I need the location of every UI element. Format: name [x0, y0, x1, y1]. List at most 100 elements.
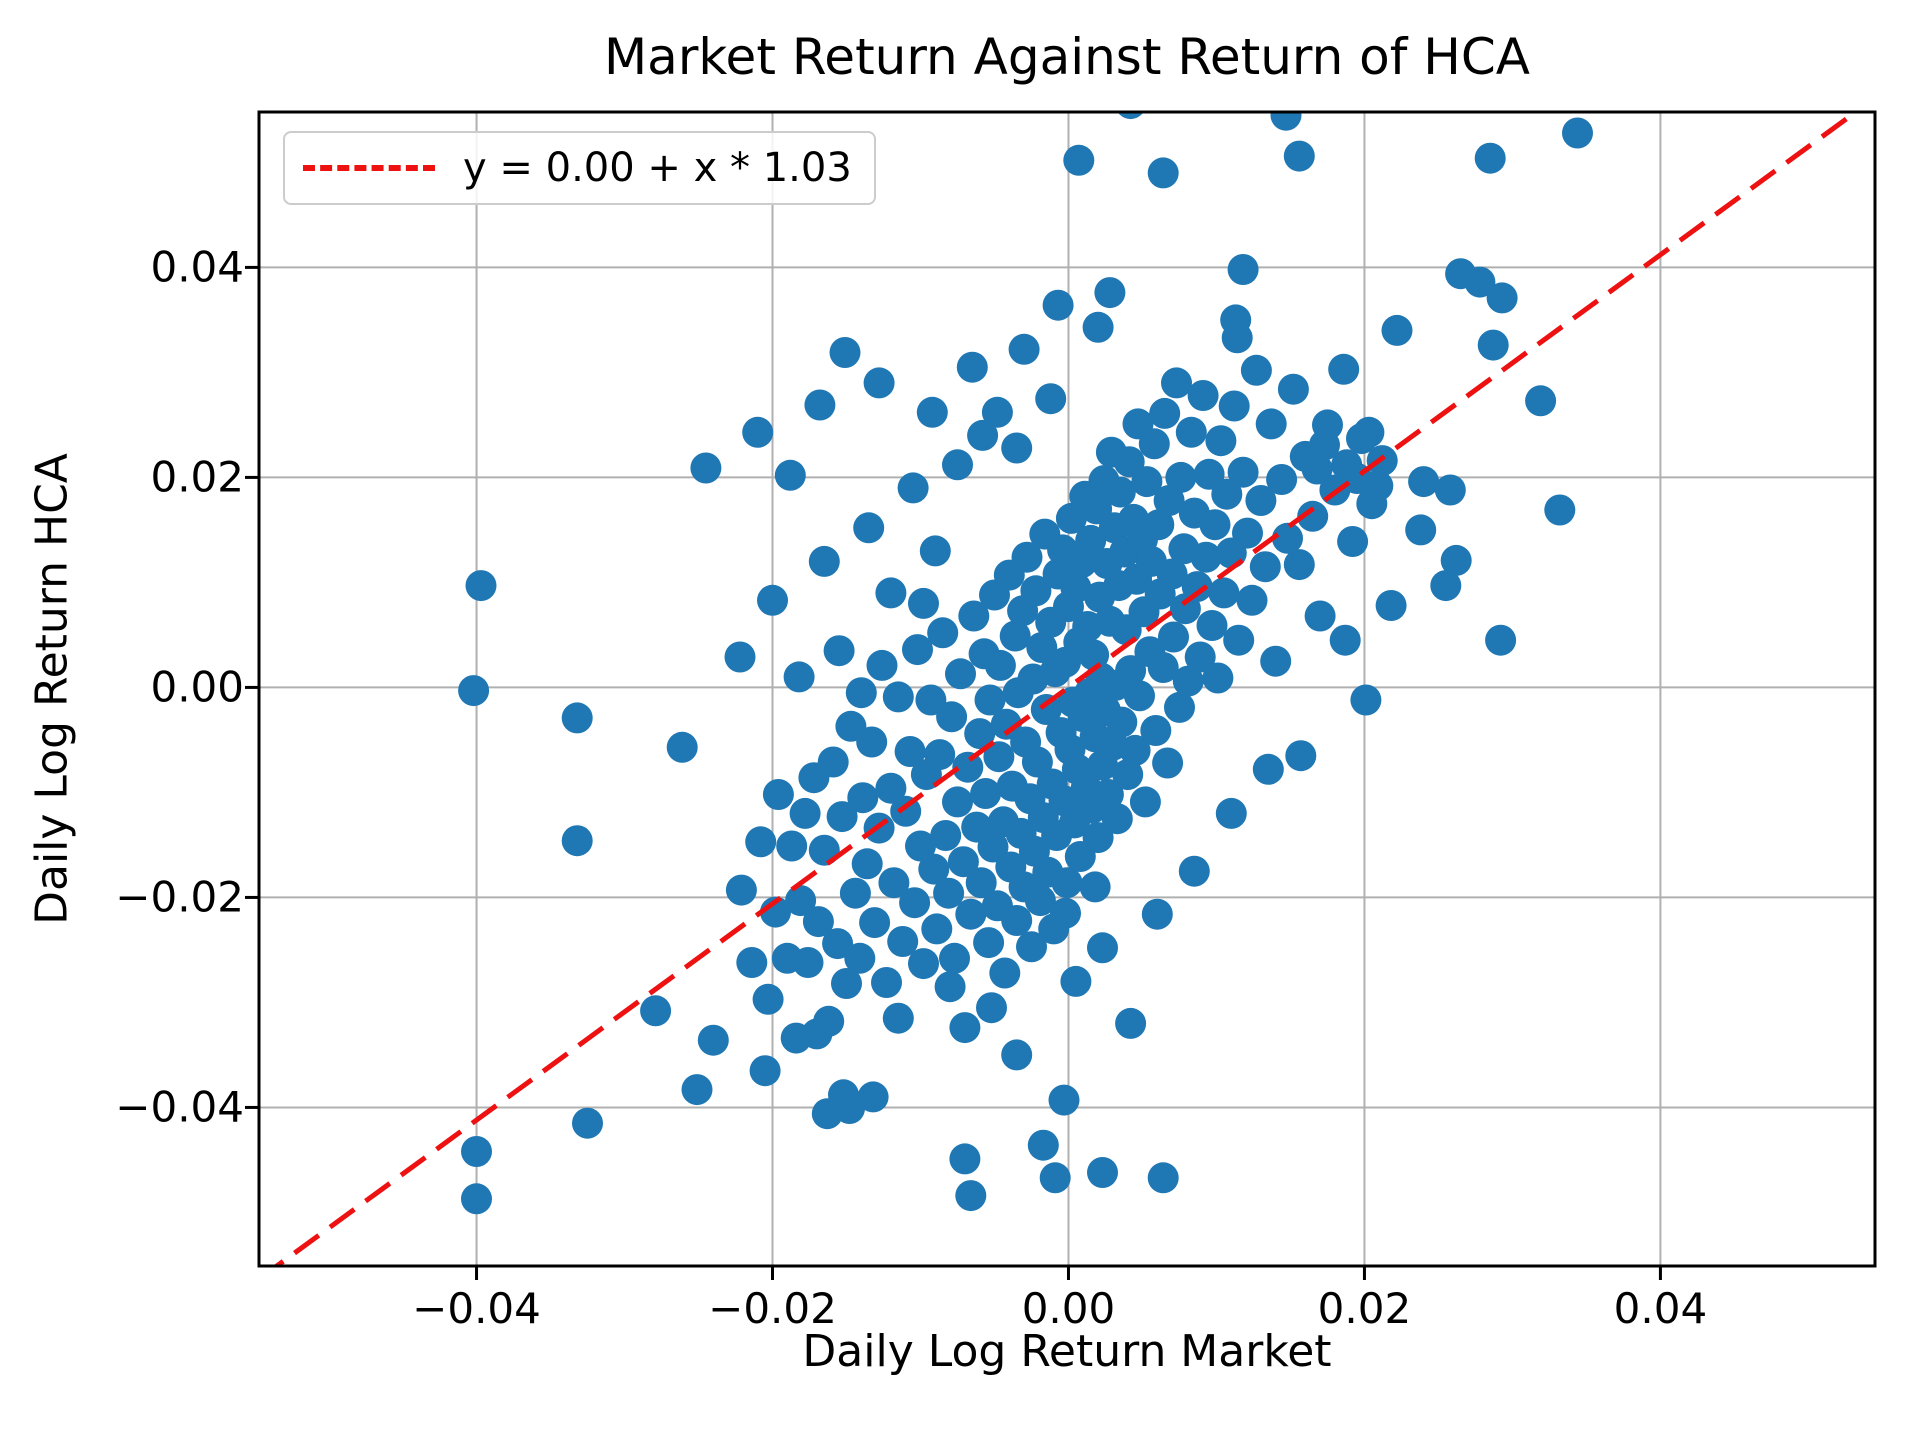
data-point: [918, 853, 950, 885]
data-point: [949, 1143, 981, 1175]
data-point: [1140, 715, 1172, 746]
data-point: [984, 649, 1016, 681]
data-point: [1289, 440, 1321, 472]
data-point: [1312, 409, 1343, 441]
data-point: [1232, 517, 1263, 549]
data-point: [1211, 478, 1243, 510]
data-point: [1024, 885, 1056, 917]
data-point: [1181, 571, 1213, 603]
data-point: [1337, 526, 1369, 557]
data-point: [785, 885, 817, 917]
data-point: [1051, 867, 1083, 899]
data-point: [859, 907, 891, 939]
data-point: [1245, 485, 1277, 516]
data-point: [1164, 691, 1195, 723]
data-point: [878, 867, 910, 899]
data-point: [1440, 544, 1472, 576]
data-point: [967, 419, 999, 451]
data-point: [976, 992, 1007, 1024]
data-point: [905, 830, 936, 862]
y-tick-label: 0.02: [150, 452, 244, 502]
data-point: [1038, 913, 1070, 945]
data-point: [1270, 112, 1302, 131]
data-point: [1356, 488, 1388, 520]
data-point: [1223, 624, 1255, 656]
data-point: [851, 848, 883, 880]
data-point: [1227, 254, 1259, 285]
data-point: [1544, 494, 1576, 526]
data-point: [955, 1180, 987, 1212]
data-point: [640, 995, 672, 1027]
data-point: [831, 968, 862, 999]
dashed-line-swatch-icon: [303, 165, 435, 171]
data-point: [964, 718, 996, 750]
data-point: [1562, 117, 1593, 149]
data-point: [974, 684, 1006, 716]
data-point: [863, 367, 895, 399]
data-point: [776, 830, 808, 862]
data-point: [823, 635, 855, 667]
legend: y = 0.00 + x * 1.03: [283, 131, 876, 205]
data-point: [1283, 549, 1315, 581]
data-point: [1149, 397, 1181, 429]
data-point: [956, 351, 988, 383]
data-point: [845, 677, 877, 709]
data-point: [955, 898, 987, 930]
data-point: [1178, 855, 1210, 887]
data-point: [757, 584, 788, 616]
data-point: [762, 779, 794, 810]
data-point: [1112, 759, 1144, 791]
data-point: [1011, 541, 1043, 573]
x-tick-label: 0.04: [1613, 1284, 1708, 1333]
data-point: [1215, 797, 1247, 829]
data-point: [1329, 624, 1361, 656]
data-point: [1208, 577, 1240, 609]
data-point: [871, 967, 902, 998]
data-point: [1026, 632, 1058, 663]
data-point: [1147, 1162, 1179, 1194]
data-point: [1249, 551, 1281, 583]
data-point: [942, 449, 973, 481]
data-point: [724, 641, 756, 673]
data-point: [1152, 747, 1184, 779]
data-point: [1252, 753, 1284, 785]
data-point: [1079, 871, 1111, 903]
data-point: [458, 675, 490, 707]
data-point: [808, 834, 840, 866]
data-point: [1101, 803, 1133, 835]
data-point: [1008, 333, 1040, 365]
data-point: [1172, 665, 1204, 697]
scatter-points: [458, 112, 1593, 1215]
data-point: [1375, 590, 1407, 621]
data-point: [1001, 1039, 1033, 1071]
data-point: [1129, 786, 1161, 818]
data-point: [1087, 932, 1118, 964]
data-point: [752, 983, 784, 1015]
data-point: [1220, 304, 1252, 336]
data-point: [875, 577, 907, 609]
data-point: [813, 1005, 845, 1037]
data-point: [958, 600, 990, 632]
data-point: [572, 1107, 603, 1139]
data-point: [1119, 734, 1151, 766]
data-point: [1035, 383, 1067, 415]
data-point: [1283, 140, 1315, 172]
data-point: [1227, 456, 1259, 488]
data-point: [1266, 464, 1298, 495]
data-point: [897, 472, 929, 504]
data-point: [1190, 541, 1222, 573]
data-point: [1381, 314, 1413, 346]
data-point: [1124, 680, 1155, 712]
data-point: [965, 867, 997, 899]
data-point: [1285, 740, 1317, 772]
data-point: [1297, 500, 1329, 532]
data-point: [1147, 652, 1179, 683]
data-point: [1094, 277, 1126, 309]
data-point: [697, 1024, 729, 1056]
data-point: [1020, 575, 1052, 607]
data-point: [952, 751, 984, 783]
data-point: [908, 948, 939, 980]
data-point: [1525, 385, 1557, 417]
data-point: [866, 649, 898, 681]
data-point: [939, 942, 970, 974]
